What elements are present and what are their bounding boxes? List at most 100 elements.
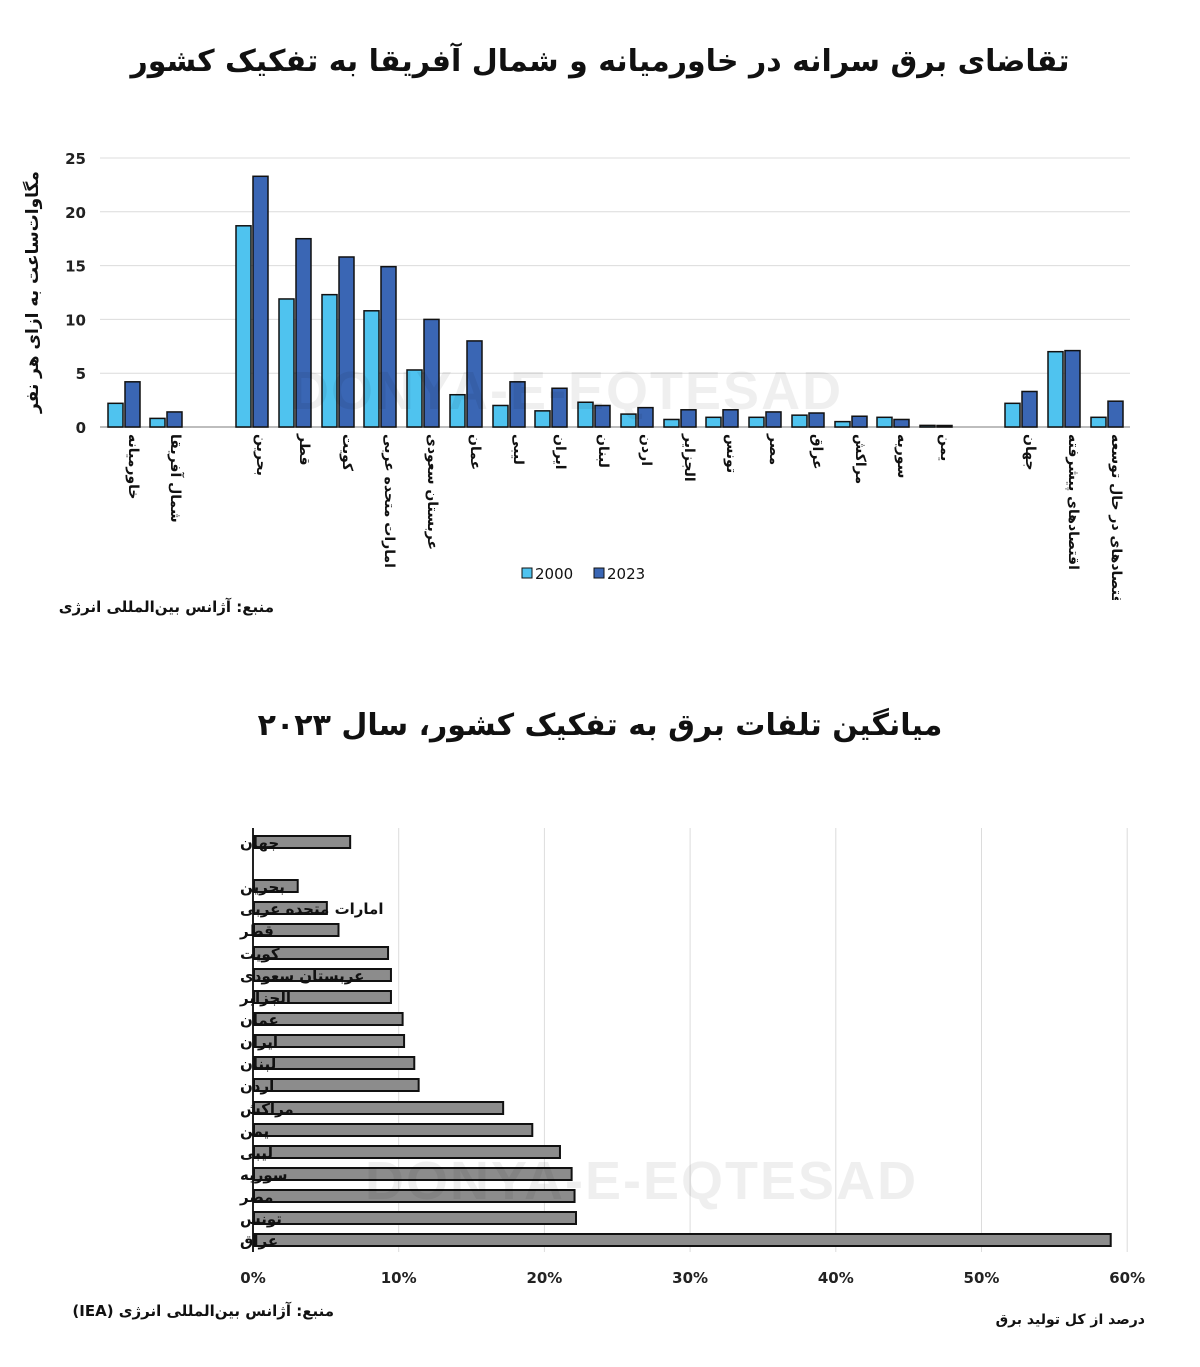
x-tick-label: 20%	[526, 1269, 562, 1287]
chart2-title: میانگین تلفات برق به تفکیک کشور، سال ۲۰۲…	[257, 708, 943, 743]
x-tick-label: یمن	[937, 434, 953, 461]
bar-2000	[705, 416, 722, 428]
bar	[253, 1189, 576, 1203]
bar-2000	[406, 369, 423, 428]
bar	[253, 1211, 577, 1225]
bar-2000	[791, 414, 808, 428]
bar-2023	[765, 411, 782, 428]
bar-2000	[492, 404, 509, 428]
y-tick-label: 15	[65, 258, 86, 276]
y-tick-label: مصر	[239, 1188, 273, 1206]
legend-label: 2023	[607, 565, 645, 583]
bar-2000	[149, 417, 166, 428]
bar	[253, 923, 340, 937]
watermark: DONYA-E-EQTESAD	[290, 361, 844, 421]
bar-2000	[107, 402, 124, 428]
bar-2000	[363, 310, 380, 428]
bar-2023	[637, 406, 654, 428]
chart1-source: منبع: آژانس بین‌المللی انرژی	[58, 598, 274, 616]
bar	[253, 1078, 420, 1092]
x-tick-label: اقتصادهای پیشرفته	[1065, 434, 1081, 570]
bar-2000	[876, 416, 893, 428]
bar-2000	[748, 416, 765, 428]
legend-swatch	[521, 567, 533, 579]
y-tick-label: یمن	[240, 1122, 269, 1140]
watermark: DONYA-E-EQTESAD	[365, 1151, 919, 1211]
bar-2000	[1004, 402, 1021, 428]
x-tick-label: خاورمیانه	[125, 434, 141, 500]
bar-2023	[124, 381, 141, 428]
bar-2023	[509, 381, 526, 428]
bar-2023	[551, 387, 568, 428]
bar-2000	[577, 401, 594, 428]
y-tick-label: لبنان	[240, 1055, 276, 1073]
bar-2000	[1047, 350, 1064, 428]
bar-2023	[380, 265, 397, 428]
y-tick-label: امارات متحده عربی	[240, 900, 383, 918]
bar	[253, 901, 328, 915]
bar-2000	[1090, 416, 1107, 428]
bar-2023	[295, 237, 312, 428]
chart1-title: تقاضای برق سرانه در خاورمیانه و شمال آفر…	[130, 44, 1070, 79]
bar-2023	[808, 412, 825, 428]
bar	[253, 1167, 573, 1181]
x-tick-label: الجزایر	[681, 433, 697, 482]
y-tick-label: سوریه	[240, 1166, 288, 1184]
x-tick-label: 60%	[1109, 1269, 1145, 1287]
bar-2023	[594, 404, 611, 428]
y-tick-label: قطر	[239, 922, 274, 940]
y-tick-label: جهان	[240, 834, 279, 852]
bar-2023	[1021, 390, 1038, 428]
x-tick-label: سوریه	[894, 434, 910, 478]
y-tick-label: بحرین	[240, 878, 285, 896]
legend-swatch	[593, 567, 605, 579]
y-tick-label: تونس	[240, 1210, 282, 1228]
bar-2023	[936, 424, 953, 428]
x-tick-label: اقتصادهای در حال توسعه	[1108, 434, 1124, 600]
x-tick-label: 0%	[240, 1269, 265, 1287]
y-tick-label: الجزایر	[239, 989, 291, 1007]
x-tick-label: 30%	[672, 1269, 708, 1287]
x-tick-label: جهان	[1022, 434, 1038, 471]
x-tick-label: لبنان	[595, 434, 611, 468]
x-tick-label: اردن	[638, 434, 654, 466]
bar	[253, 990, 392, 1004]
x-tick-label: مراکش	[852, 434, 868, 484]
bar	[253, 1145, 561, 1159]
x-tick-label: ایران	[552, 434, 568, 470]
bar	[253, 879, 299, 893]
bar-2023	[252, 175, 269, 428]
bar-2000	[534, 410, 551, 428]
bar-2000	[278, 298, 295, 428]
x-tick-label: 40%	[818, 1269, 854, 1287]
x-tick-label: تونس	[723, 434, 739, 473]
bar-2023	[680, 409, 697, 428]
bar-2000	[449, 393, 466, 428]
bar-2023	[851, 415, 868, 428]
y-tick-label: کویت	[240, 945, 280, 963]
y-tick-label: مراکش	[240, 1100, 294, 1118]
y-tick-label: ایران	[240, 1033, 278, 1051]
bar	[253, 1034, 406, 1048]
y-tick-label: عراق	[240, 1232, 278, 1250]
y-axis-label: مگاوات‌ساعت به ازای هر نفر	[22, 171, 43, 414]
bar-2023	[1064, 349, 1081, 428]
bar-2000	[620, 413, 637, 428]
bar-2023	[423, 318, 440, 428]
bar	[253, 946, 390, 960]
chart2-source: منبع: آژانس بین‌المللی انرژی (IEA)	[72, 1302, 334, 1320]
bar-2023	[893, 418, 910, 428]
x-tick-label: شمال آفریقا	[167, 434, 185, 523]
y-tick-label: 5	[76, 365, 86, 383]
y-tick-label: عربستان سعودی	[240, 967, 364, 985]
bar-2000	[834, 420, 851, 428]
bar-2000	[235, 225, 252, 428]
bar	[253, 1233, 1112, 1247]
bar	[253, 1101, 505, 1115]
bar-2000	[663, 418, 680, 428]
y-tick-label: 20	[65, 204, 86, 222]
y-tick-label: اردن	[240, 1077, 274, 1095]
x-tick-label: عمان	[467, 434, 483, 470]
chart1-plot: 0 5 10 15 20 25 مگاوات‌ساعت به ازای هر نفر خاور…	[22, 150, 1130, 600]
